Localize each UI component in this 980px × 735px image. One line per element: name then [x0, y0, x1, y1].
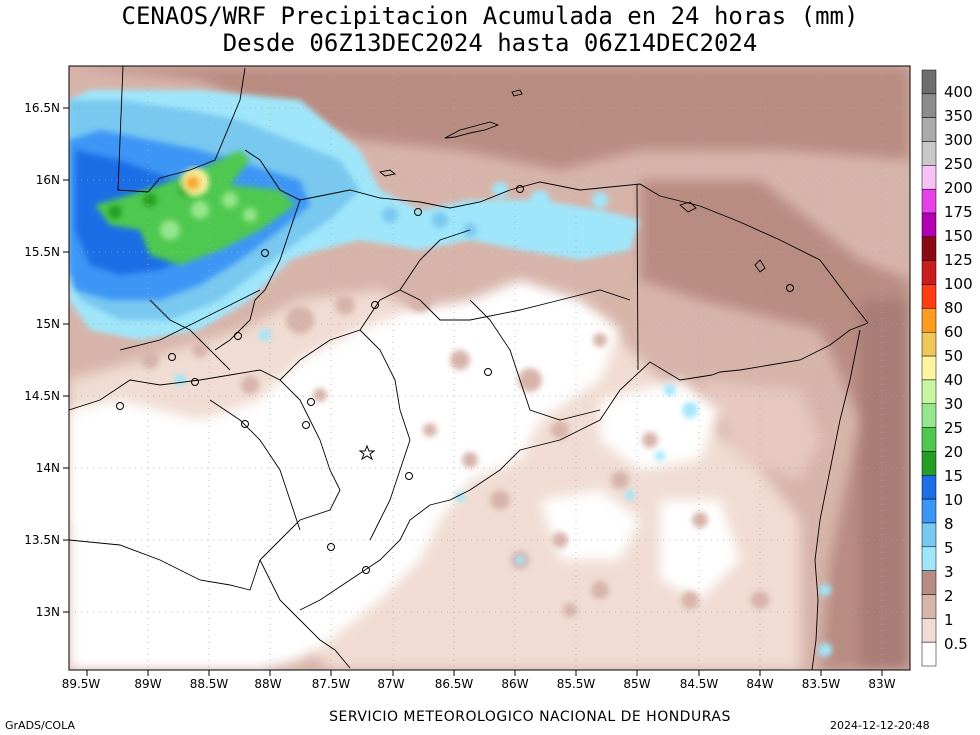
colorbar-segment [921, 475, 937, 500]
colorbar-segment [921, 260, 937, 285]
colorbar-label: 400 [944, 83, 973, 101]
colorbar-label: 100 [944, 275, 973, 293]
grid-lines [69, 66, 910, 670]
colorbar-label: 175 [944, 203, 973, 221]
colorbar-segment [921, 451, 937, 476]
lon-label: 84W [746, 677, 773, 691]
lat-label: 16.5N [24, 101, 60, 115]
colorbar-segment [921, 331, 937, 357]
colorbar-label: 15 [944, 467, 964, 485]
colorbar-label: 350 [944, 107, 973, 125]
lon-label: 83.5W [802, 677, 841, 691]
tick-marks [63, 107, 883, 676]
colorbar-segment [921, 284, 937, 309]
colorbar-segment [921, 570, 937, 595]
precip-field [69, 66, 910, 670]
lon-label: 85W [623, 677, 650, 691]
lat-label: 15.5N [24, 245, 60, 259]
colorbar-segment [921, 141, 937, 166]
colorbar-segment [921, 594, 937, 619]
lon-label: 86W [501, 677, 528, 691]
colorbar-label: 125 [944, 251, 973, 269]
colorbar-label: 25 [944, 419, 964, 437]
colorbar-label: 250 [944, 155, 973, 173]
colorbar-label: 60 [944, 323, 964, 341]
lon-label: 89W [134, 677, 161, 691]
colorbar [921, 69, 937, 667]
colorbar-label: 20 [944, 443, 964, 461]
lon-label: 87W [377, 677, 404, 691]
lat-label: 13N [36, 605, 60, 619]
lat-label: 13.5N [24, 533, 60, 547]
lon-label: 83W [868, 677, 895, 691]
colorbar-segment [921, 427, 937, 452]
colorbar-label: 3 [944, 563, 954, 581]
colorbar-label: 30 [944, 395, 964, 413]
coastlines-borders [69, 66, 869, 670]
colorbar-label: 40 [944, 371, 964, 389]
lon-label: 84.5W [680, 677, 719, 691]
colorbar-segment [921, 379, 937, 405]
colorbar-segment [921, 355, 937, 381]
lat-labels: 16.5N 16N 15.5N 15N 14.5N 14N 13.5N 13N [24, 101, 60, 619]
colorbar-label: 50 [944, 347, 964, 365]
city-markers [116, 185, 794, 574]
colorbar-label: 8 [944, 515, 954, 533]
lon-label: 89.5W [62, 677, 101, 691]
lat-label: 15N [36, 317, 60, 331]
colorbar-segment [921, 165, 937, 190]
colorbar-segment [921, 522, 937, 548]
colorbar-label: 1 [944, 611, 954, 629]
colorbar-label: 80 [944, 299, 964, 317]
colorbar-segment [921, 546, 937, 571]
colorbar-label: 300 [944, 131, 973, 149]
colorbar-segment [921, 641, 937, 667]
lon-label: 86.5W [435, 677, 474, 691]
capital-star [358, 444, 376, 461]
lat-label: 14.5N [24, 389, 60, 403]
colorbar-label: 200 [944, 179, 973, 197]
lat-label: 16N [36, 173, 60, 187]
colorbar-label: 10 [944, 491, 964, 509]
colorbar-segment [921, 498, 937, 524]
lon-label: 88.5W [190, 677, 229, 691]
lon-label: 88W [254, 677, 281, 691]
footer-timestamp: 2024-12-12-20:48 [830, 719, 930, 732]
colorbar-segment [921, 212, 937, 238]
colorbar-segment [921, 618, 937, 643]
colorbar-label: 150 [944, 227, 973, 245]
lon-label: 87.5W [312, 677, 351, 691]
lon-label: 85.5W [557, 677, 596, 691]
title-line-2: Desde 06Z13DEC2024 hasta 06Z14DEC2024 [222, 29, 758, 57]
colorbar-segment [921, 188, 937, 214]
footer-credit: GrADS/COLA [5, 719, 75, 732]
colorbar-label: 2 [944, 587, 954, 605]
islands [378, 89, 766, 273]
lon-labels: 89.5W 89W 88.5W 88W 87.5W 87W 86.5W 86W … [62, 677, 896, 691]
lat-label: 14N [36, 461, 60, 475]
colorbar-label: 0.5 [944, 635, 968, 653]
colorbar-segment [921, 69, 937, 95]
colorbar-segment [921, 236, 937, 261]
colorbar-label: 5 [944, 539, 954, 557]
footer-agency: SERVICIO METEOROLOGICO NACIONAL DE HONDU… [329, 709, 731, 725]
colorbar-segment [921, 403, 937, 428]
colorbar-segment [921, 93, 937, 118]
title-line-1: CENAOS/WRF Precipitacion Acumulada en 24… [121, 2, 859, 30]
colorbar-segment [921, 117, 937, 142]
plot-frame [68, 65, 911, 671]
colorbar-segment [921, 308, 937, 333]
